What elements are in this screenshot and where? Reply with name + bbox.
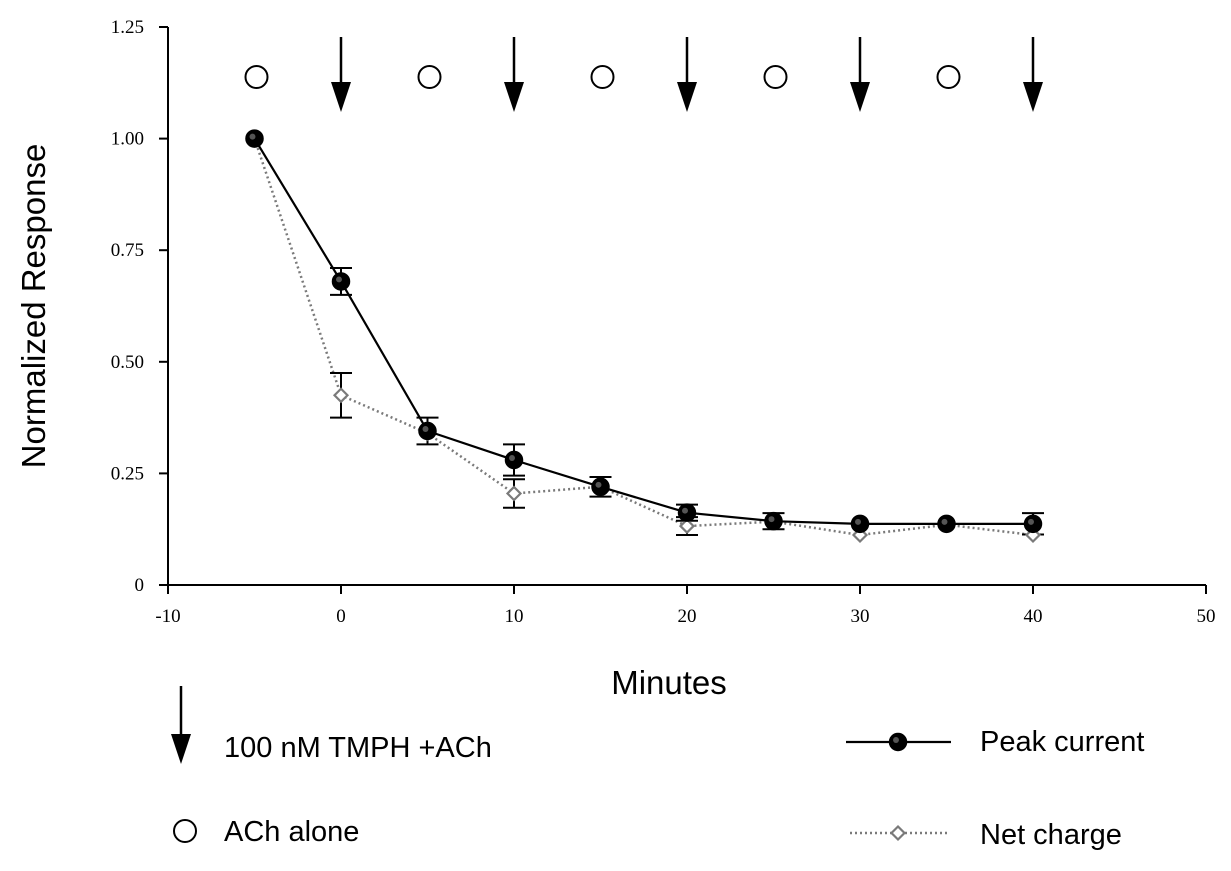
ach-alone-marker bbox=[244, 65, 269, 89]
peak-current-point-shine bbox=[768, 516, 775, 523]
tmph-ach-arrow-head bbox=[677, 82, 697, 112]
tmph-ach-arrow-head bbox=[504, 82, 524, 112]
peak-current-point-shine bbox=[1028, 518, 1034, 525]
legend-label-tmph-ach: 100 nM TMPH +ACh bbox=[224, 732, 492, 764]
x-tick-label: 0 bbox=[336, 606, 346, 627]
tmph-ach-arrow-head bbox=[1023, 82, 1043, 112]
peak-current-point-shine bbox=[941, 518, 948, 525]
x-tick-label: 30 bbox=[851, 606, 870, 627]
peak-current-point-shine bbox=[682, 507, 688, 514]
series-net-charge-line bbox=[253, 138, 1034, 537]
net-charge-point bbox=[678, 518, 696, 535]
x-tick-label: 20 bbox=[678, 606, 697, 627]
legend-label-net-charge: Net charge bbox=[980, 819, 1122, 851]
legend-arrow-icon-head bbox=[171, 734, 191, 764]
peak-current-point-shine bbox=[595, 481, 602, 488]
tmph-ach-arrow-head bbox=[850, 82, 870, 112]
series-peak-current-line bbox=[253, 138, 1033, 525]
peak-current-point-shine bbox=[336, 276, 342, 283]
legend-peak-current-marker-shine bbox=[893, 737, 899, 743]
y-tick-label: 0.50 bbox=[111, 352, 144, 373]
ach-alone-marker bbox=[763, 65, 788, 89]
x-tick-label: 10 bbox=[505, 606, 524, 627]
y-tick-label: 1.00 bbox=[111, 129, 144, 150]
net-charge-point bbox=[332, 387, 350, 404]
legend-open-circle-icon bbox=[173, 819, 197, 843]
peak-current-point-shine bbox=[509, 455, 515, 461]
peak-current-point-shine bbox=[855, 518, 861, 525]
y-tick-label: 0 bbox=[135, 575, 145, 596]
y-tick-label: 0.75 bbox=[111, 240, 144, 261]
y-tick-label: 0.25 bbox=[111, 463, 144, 484]
peak-current-point-shine bbox=[422, 426, 429, 432]
net-charge-point bbox=[505, 485, 523, 502]
ach-alone-marker bbox=[417, 65, 442, 89]
y-tick-label: 1.25 bbox=[111, 17, 144, 38]
x-tick-label: -10 bbox=[155, 606, 180, 627]
x-tick-label: 40 bbox=[1024, 606, 1043, 627]
peak-current-point-shine bbox=[249, 133, 256, 140]
x-axis-title: Minutes bbox=[611, 664, 727, 701]
legend-label-peak-current: Peak current bbox=[980, 726, 1144, 758]
y-axis-title: Normalized Response bbox=[15, 144, 52, 469]
legend-net-charge-marker bbox=[889, 824, 907, 842]
x-tick-label: 50 bbox=[1197, 606, 1216, 627]
legend-label-ach-alone: ACh alone bbox=[224, 816, 359, 848]
ach-alone-marker bbox=[936, 65, 961, 89]
ach-alone-marker bbox=[590, 65, 615, 89]
tmph-ach-arrow-head bbox=[331, 82, 351, 112]
